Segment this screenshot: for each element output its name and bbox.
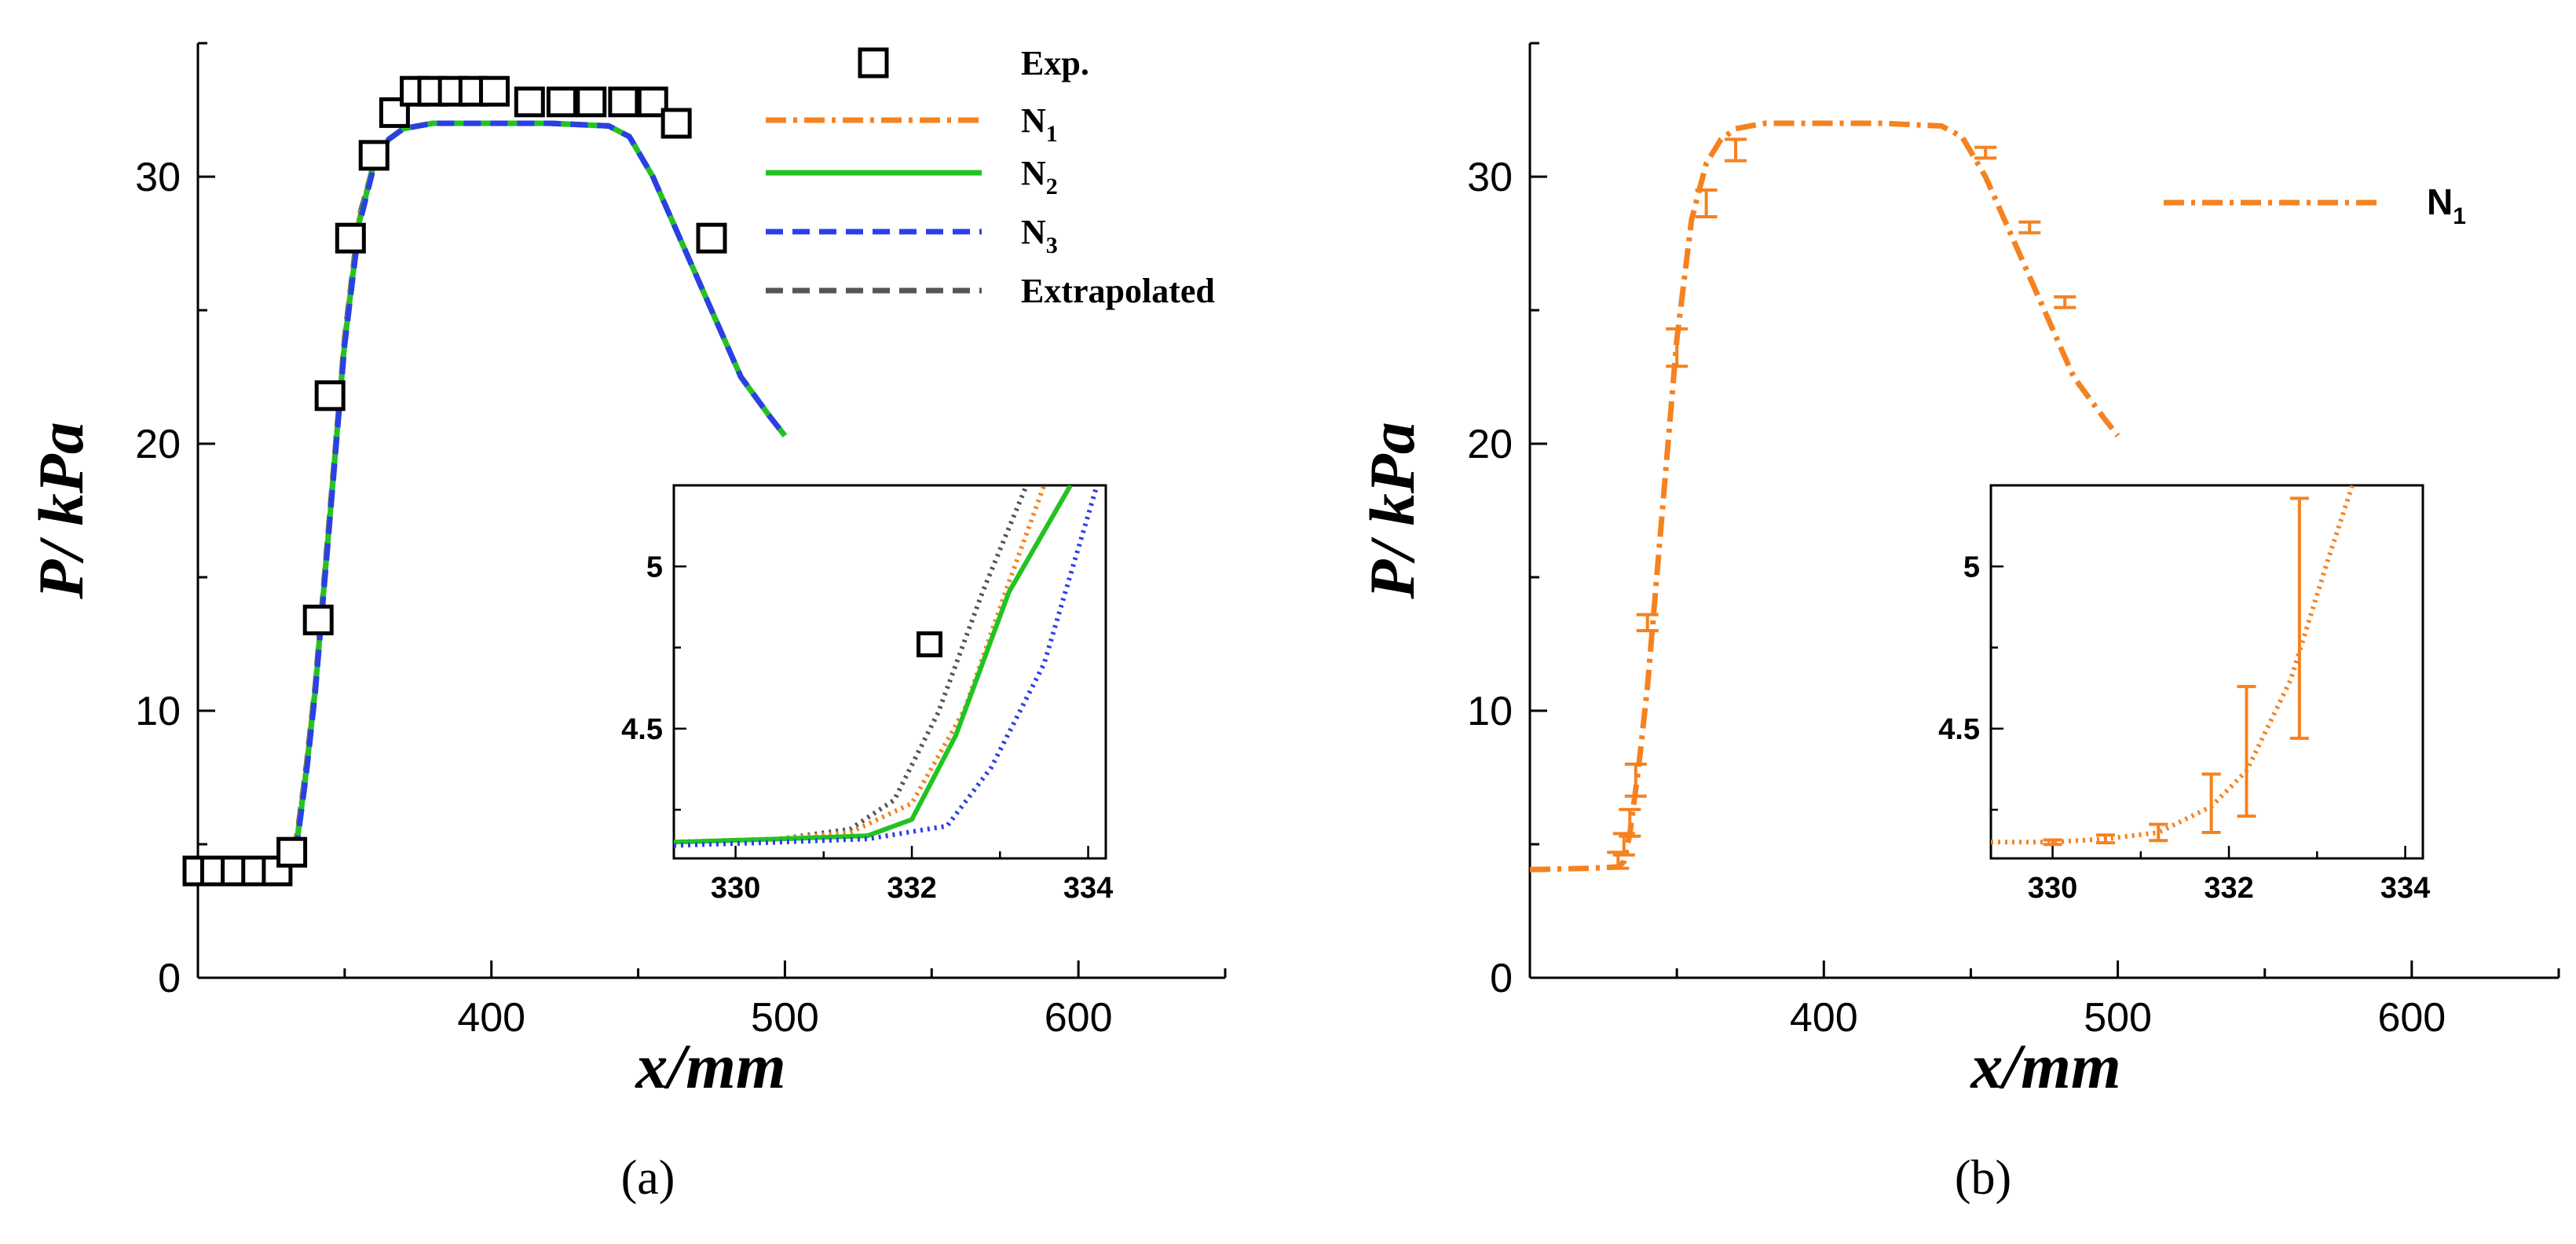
x-tick-label: 400 [457, 995, 525, 1041]
x-axis-title: x/mm [1970, 1030, 2120, 1102]
inset-x-tick-label: 330 [711, 872, 760, 905]
y-tick-label: 0 [158, 956, 181, 1001]
legend-label-exp: Exp. [1021, 44, 1089, 82]
error-bar [1636, 613, 1659, 632]
legend-label-n2: N2 [1021, 154, 1058, 199]
inset-error-bar [2043, 838, 2062, 847]
error-bar [1695, 188, 1718, 218]
legend-label-n1: N1 [1021, 101, 1058, 147]
y-axis-title: P/ kPa [25, 422, 97, 599]
x-tick-label: 500 [2084, 995, 2152, 1041]
x-tick-label: 600 [2377, 995, 2446, 1041]
x-axis-title: x/mm [635, 1030, 785, 1102]
inset-y-tick-label: 4.5 [621, 713, 663, 746]
inset-error-bar [2149, 822, 2168, 843]
caption-a: (a) [621, 1151, 675, 1205]
inset-exp-data-point [917, 631, 943, 657]
inset-series [1991, 485, 2355, 847]
chart-panel-b: 400 500 600 0 10 20 30 x/mm P/ kPa N1 330 332 334 4.5… [1356, 42, 2560, 1102]
inset-series [674, 485, 1100, 848]
chart-panel-a: 400 500 600 0 10 20 30 x/mm P/ kPa Exp. N1 N2 N3 Extr… [25, 42, 1227, 1102]
x-tick-label: 400 [1790, 995, 1858, 1041]
inset-plot: 330 332 334 4.5 5 [621, 484, 1113, 905]
legend-label-n1: N1 [2427, 181, 2466, 229]
exp-data-point [514, 86, 545, 118]
inset-x-tick-label: 334 [2380, 872, 2430, 905]
legend-label-extrapolated: Extrapolated [1021, 272, 1215, 310]
legend-marker-exp [858, 47, 889, 79]
exp-data-point [276, 836, 308, 868]
inset-frame [672, 484, 1107, 860]
error-bar [1725, 137, 1747, 163]
error-bar [1619, 807, 1641, 838]
x-tick-label: 600 [1045, 995, 1113, 1041]
exp-data-point [608, 86, 639, 118]
inset-x-tick-label: 332 [887, 872, 936, 905]
exp-data-point [576, 86, 607, 118]
y-tick-label: 20 [135, 422, 181, 467]
inset-frame [1989, 484, 2424, 860]
inset-x-tick-label: 334 [1063, 872, 1113, 905]
inset-error-bar [2237, 685, 2256, 818]
inset-y-tick-label: 5 [1963, 551, 1980, 584]
exp-data-point [302, 604, 334, 635]
inset-x-tick-label: 330 [2028, 872, 2077, 905]
error-bar [2018, 220, 2041, 235]
exp-data-point [660, 108, 692, 139]
y-tick-label: 0 [1490, 956, 1513, 1001]
inset-y-tick-label: 5 [646, 551, 663, 584]
inset-error-bar [2201, 772, 2221, 834]
x-tick-label: 500 [751, 995, 819, 1041]
exp-data-point [314, 380, 346, 412]
error-bar [1974, 145, 1997, 160]
exp-data-point [358, 140, 390, 171]
inset-error-bar [2289, 496, 2309, 741]
exp-data-point [546, 86, 577, 118]
inset-x-tick-label: 332 [2204, 872, 2253, 905]
error-bar [1666, 327, 1689, 368]
y-tick-label: 10 [1467, 689, 1513, 734]
inset-plot: 330 332 334 4.5 5 [1938, 484, 2430, 905]
inset-y-tick-label: 4.5 [1938, 713, 1980, 746]
error-bar [2054, 295, 2077, 309]
error-bar [1624, 763, 1647, 798]
legend-label-n3: N3 [1021, 213, 1058, 258]
inset-error-bar [2095, 833, 2115, 845]
exp-data-point [478, 75, 510, 107]
inset-line-n2 [674, 485, 1073, 845]
y-tick-label: 20 [1467, 422, 1513, 467]
exp-data-point [335, 222, 366, 254]
y-axis-title: P/ kPa [1356, 422, 1428, 599]
y-tick-label: 10 [135, 689, 181, 734]
exp-data-point [696, 222, 727, 254]
caption-b: (b) [1955, 1151, 2011, 1205]
y-tick-label: 30 [135, 155, 181, 200]
y-tick-label: 30 [1467, 155, 1513, 200]
